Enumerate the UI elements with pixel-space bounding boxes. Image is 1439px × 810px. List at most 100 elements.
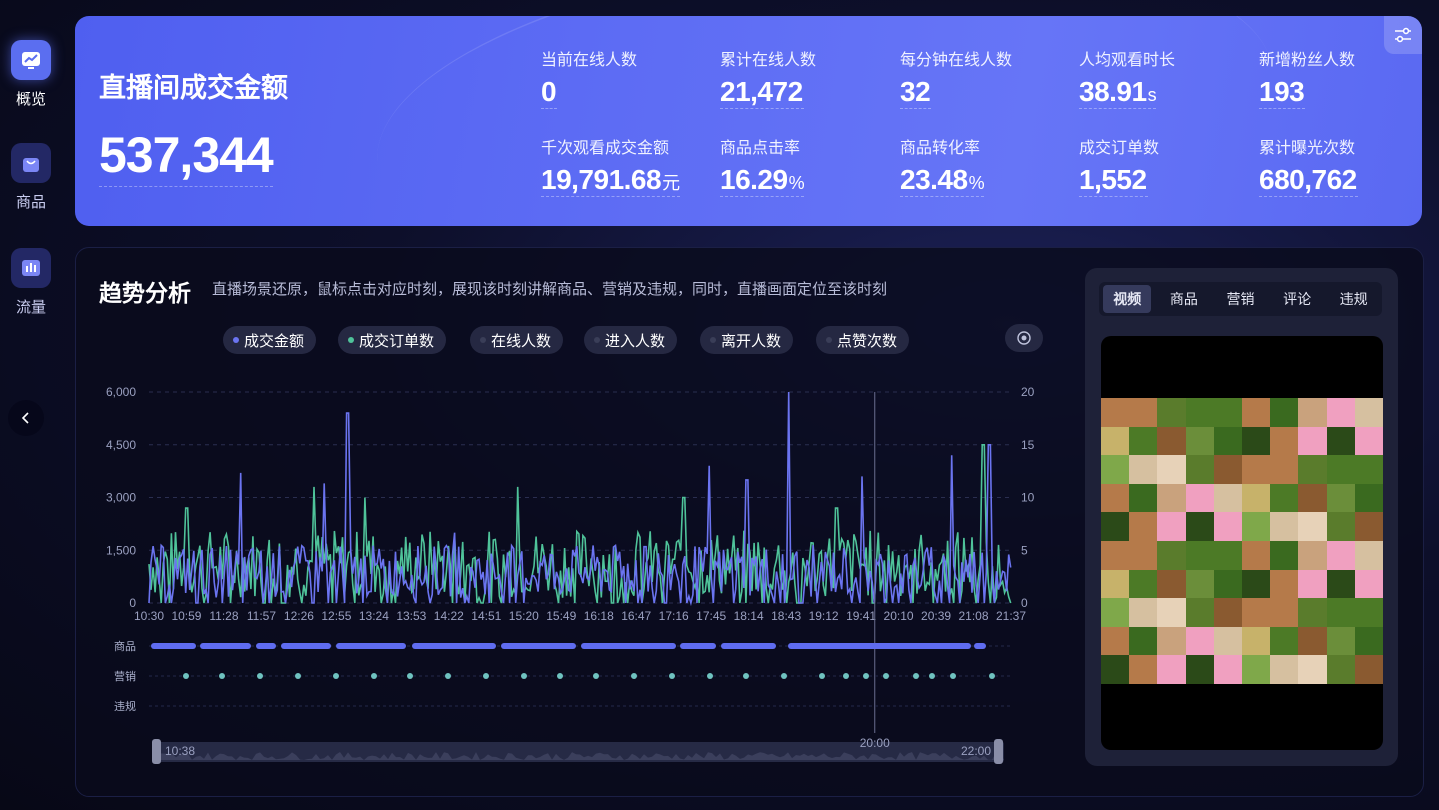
mosaic-cell	[1101, 598, 1130, 627]
x-tick: 11:28	[209, 609, 238, 623]
sidebar-item-overview[interactable]: 概览	[8, 40, 54, 109]
x-tick: 14:22	[434, 609, 464, 623]
mosaic-cell	[1157, 426, 1186, 456]
mosaic-cell	[1101, 512, 1130, 541]
mosaic-cell	[1157, 598, 1186, 627]
mosaic-cell	[1129, 455, 1158, 484]
mosaic-cell	[1242, 569, 1271, 599]
legend-enter[interactable]: 进入人数	[584, 326, 678, 354]
product-segment	[200, 643, 251, 649]
marketing-dot	[257, 673, 263, 679]
range-handle-right	[994, 739, 1003, 764]
mosaic-cell	[1326, 655, 1355, 684]
metric-label: 人均观看时长	[1079, 52, 1176, 69]
sliders-icon	[1395, 27, 1411, 43]
sidebar: 概览 商品 流量	[0, 0, 62, 810]
legend-likes[interactable]: 点赞次数	[816, 326, 910, 354]
tab-marketing[interactable]: 营销	[1226, 291, 1255, 307]
mosaic-cell	[1298, 512, 1327, 541]
mosaic-cell	[1185, 455, 1214, 484]
metric-value: 38.91s	[1079, 76, 1157, 109]
mosaic-cell	[1270, 626, 1299, 656]
mosaic-cell	[1298, 655, 1327, 684]
marketing-dot	[483, 673, 489, 679]
metric-new-fans: 新增粉丝人数 193	[1259, 46, 1355, 109]
metric-value: 680,762	[1259, 164, 1358, 197]
legend-dot	[594, 337, 600, 343]
x-tick: 21:37	[996, 609, 1026, 623]
mosaic-cell	[1101, 541, 1130, 570]
eye-icon	[1017, 331, 1031, 345]
metric-label: 千次观看成交金额	[541, 140, 670, 157]
mosaic-cell	[1298, 398, 1327, 427]
tab-video[interactable]: 视频	[1103, 285, 1152, 313]
marketing-dot	[557, 673, 563, 679]
product-segment	[581, 643, 676, 649]
marketing-dot	[219, 673, 225, 679]
toggle-visibility-button[interactable]	[1005, 324, 1043, 352]
legend-sales-amount[interactable]: 成交金额	[223, 326, 317, 354]
sidebar-item-products[interactable]: 商品	[8, 143, 54, 212]
mosaic-cell	[1298, 455, 1327, 484]
mosaic-cell	[1270, 398, 1299, 427]
bar-chart-icon	[11, 248, 51, 288]
mosaic-cell	[1354, 569, 1383, 599]
mosaic-cell	[1185, 398, 1214, 427]
live-video-player[interactable]	[1101, 336, 1383, 750]
mosaic-cell	[1157, 512, 1186, 541]
y-right-tick: 10	[1021, 491, 1035, 505]
sidebar-item-traffic[interactable]: 流量	[8, 248, 54, 317]
mosaic-cell	[1185, 541, 1214, 570]
mosaic-cell	[1213, 541, 1242, 570]
x-tick: 15:49	[546, 609, 576, 623]
tab-violations[interactable]: 违规	[1339, 291, 1368, 307]
y-left-tick: 0	[129, 596, 136, 610]
sidebar-item-label: 流量	[15, 299, 46, 316]
tab-products[interactable]: 商品	[1169, 291, 1198, 307]
metric-label: 累计在线人数	[720, 52, 817, 69]
mosaic-cell	[1101, 426, 1130, 456]
product-segment	[281, 643, 331, 649]
mosaic-cell	[1157, 483, 1186, 513]
mosaic-cell	[1270, 569, 1299, 599]
mosaic-cell	[1213, 426, 1242, 456]
marketing-dot	[781, 673, 787, 679]
mosaic-cell	[1298, 541, 1327, 570]
y-right-tick: 5	[1021, 543, 1028, 557]
x-tick: 17:16	[659, 609, 689, 623]
trend-panel: 趋势分析 直播场景还原，鼠标点击对应时刻，展现该时刻讲解商品、营销及违规，同时，…	[75, 247, 1424, 797]
mosaic-cell	[1185, 626, 1214, 656]
trend-chart[interactable]: 0 1,500 3,000 4,500 6,000 0 5 10 15 20 10:30 10:59 1…	[76, 248, 1066, 788]
x-tick: 12:26	[284, 609, 314, 623]
mosaic-cell	[1185, 512, 1214, 541]
metric-value: 19,791.68元	[541, 164, 680, 197]
mosaic-cell	[1213, 483, 1242, 513]
trend-chart-icon	[11, 40, 51, 80]
mosaic-cell	[1326, 598, 1355, 627]
mosaic-cell	[1213, 512, 1242, 541]
mosaic-cell	[1185, 426, 1214, 456]
mosaic-cell	[1326, 455, 1355, 484]
marketing-dot	[295, 673, 301, 679]
legend-leave[interactable]: 离开人数	[700, 326, 794, 354]
mosaic-cell	[1270, 426, 1299, 456]
x-tick: 11:57	[247, 609, 276, 623]
x-tick: 10:30	[134, 609, 164, 623]
mosaic-cell	[1354, 455, 1383, 484]
metrics-settings-button[interactable]	[1384, 16, 1422, 54]
mosaic-cell	[1298, 598, 1327, 627]
marketing-dot	[593, 673, 599, 679]
collapse-sidebar-button[interactable]	[8, 400, 44, 436]
tab-comments[interactable]: 评论	[1283, 291, 1312, 307]
marketing-dot	[950, 673, 956, 679]
mosaic-cell	[1157, 541, 1186, 570]
marketing-dot	[863, 673, 869, 679]
mosaic-cell	[1354, 512, 1383, 541]
mosaic-cell	[1185, 483, 1214, 513]
legend-orders[interactable]: 成交订单数	[338, 326, 447, 354]
video-card: 视频 商品 营销 评论 违规	[1085, 268, 1398, 766]
mosaic-cell	[1326, 398, 1355, 427]
metric-value: 193	[1259, 76, 1306, 109]
x-tick: 15:20	[509, 609, 539, 623]
legend-online[interactable]: 在线人数	[470, 326, 564, 354]
